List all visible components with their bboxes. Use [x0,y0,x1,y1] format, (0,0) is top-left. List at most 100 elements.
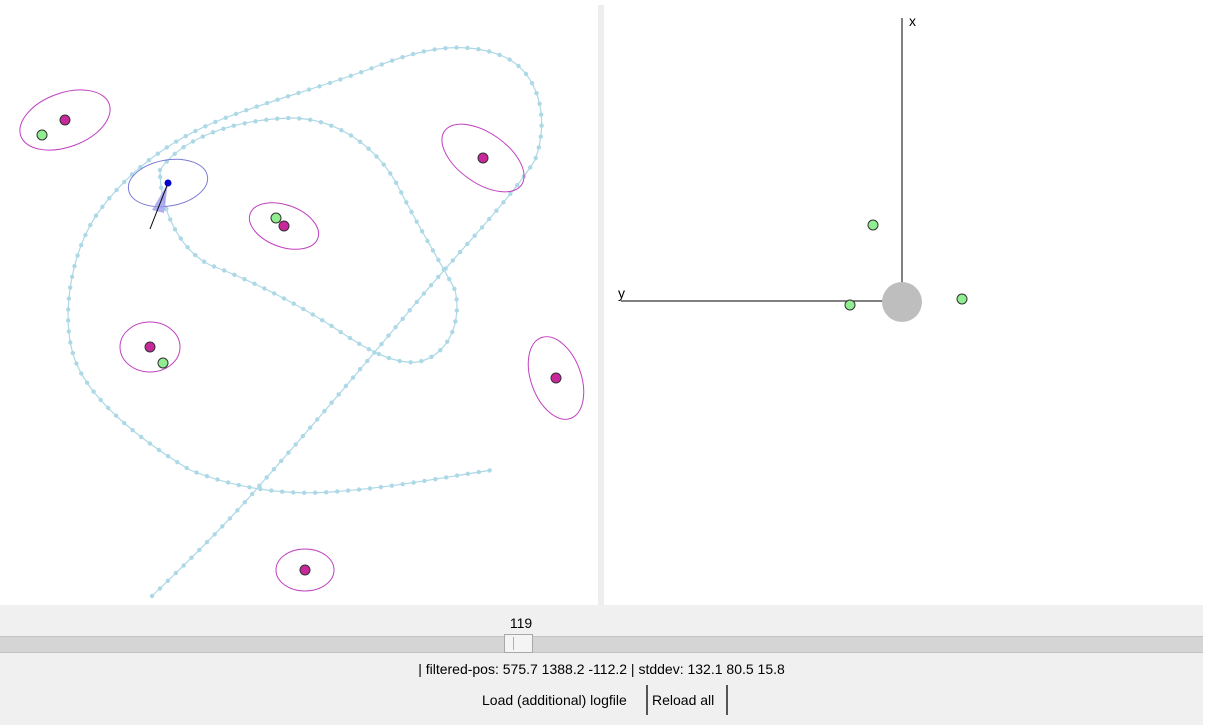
trajectory-point [285,94,291,99]
trajectory-point [106,405,111,411]
trajectory-point [72,263,77,269]
trajectory-point [242,277,247,282]
trajectory-point [233,111,239,117]
trajectory-point [443,46,448,51]
trajectory-point [356,487,362,492]
trajectory-point [68,285,73,290]
observation-point [157,357,169,369]
trajectory-point [139,434,144,440]
robot-body [882,282,922,322]
trajectory-point [174,139,179,144]
trajectory-point [173,570,178,576]
trajectory-point [539,112,544,117]
control-panel: 119 | filtered-pos: 575.7 1388.2 -112.2 … [0,605,1203,725]
trajectory-point [350,375,356,380]
reload-all-button[interactable]: Reload all [648,685,728,715]
trajectory-point [200,134,205,139]
trajectory-point [315,417,320,422]
trajectory-point [366,146,371,151]
landmark-point [550,372,562,384]
trajectory-point [172,151,177,156]
trajectory-point [156,447,162,453]
button-bar: Load (additional) logfile Reload all [478,685,728,715]
trajectory-point [318,120,324,125]
map-view [0,0,598,605]
trajectory-point [497,52,502,58]
trajectory-point [501,200,506,205]
frame-slider-handle[interactable] [504,634,533,653]
trajectory-point [452,286,457,291]
trajectory-point [185,245,190,250]
observation-point [844,299,856,311]
trajectory-point [297,116,302,121]
trajectory-point [254,104,259,109]
trajectory-point [438,348,443,353]
trajectory-point [320,318,325,323]
trajectory-point [447,276,452,282]
view-splitter[interactable] [598,5,604,605]
trajectory-point [404,200,409,205]
trajectory-point [388,171,393,176]
landmark-ellipse [19,89,111,151]
trajectory-point [258,486,263,492]
trajectory-point [272,291,277,296]
load-logfile-button[interactable]: Load (additional) logfile [478,685,648,715]
trajectory-point [338,329,343,335]
trajectory-point [193,128,198,134]
trajectory-point [487,49,492,54]
y-axis-label: y [618,285,625,301]
trajectory-point [293,442,298,447]
trajectory-point [379,62,384,67]
trajectory-point [537,101,542,107]
trajectory-point [421,49,426,54]
trajectory-point [211,264,217,269]
trajectory-point [465,241,470,247]
trajectory-point [79,371,84,376]
trajectory-point [66,296,72,301]
trajectory-point [410,51,416,57]
trajectory-point [414,299,419,305]
trajectory-point [302,490,307,495]
trajectory-point [421,291,427,296]
trajectory-point [183,133,188,139]
trajectory-point [313,490,318,495]
robot-position [164,179,172,187]
trajectory-point [399,190,404,195]
trajectory-point [345,488,351,493]
trajectory-point [523,71,529,77]
trajectory-point [432,47,437,52]
trajectory-point [476,47,481,52]
trajectory-point [190,139,196,144]
trajectory-point [275,116,280,121]
trajectory-point [300,433,306,439]
trajectory-point [223,115,228,121]
trajectory-point [157,167,163,173]
trajectory-point [269,488,274,493]
trajectory-point [457,249,463,255]
trajectory-point [357,367,363,372]
trajectory-point [450,329,455,335]
trajectory-point [184,465,189,471]
trajectory-point [168,217,173,222]
trajectory-point [291,301,296,306]
trajectory-point [291,490,296,495]
trajectory-point [100,204,105,209]
trajectory-point [149,593,155,599]
trajectory-point [84,380,90,385]
frame-slider-track[interactable] [0,636,1203,653]
trajectory-point [487,468,492,473]
trajectory-point [194,470,199,475]
trajectory-point [280,489,285,494]
trajectory-point [157,586,163,591]
trajectory-point [310,312,315,317]
trajectory-point [197,547,202,553]
trajectory-point [147,441,153,446]
trajectory-point [379,341,384,347]
trajectory-point [429,354,434,359]
trajectory-point [307,425,313,430]
trajectory-point [236,482,241,488]
trajectory-point [479,225,485,230]
trajectory-point [204,539,210,545]
trajectory-point [204,474,210,479]
